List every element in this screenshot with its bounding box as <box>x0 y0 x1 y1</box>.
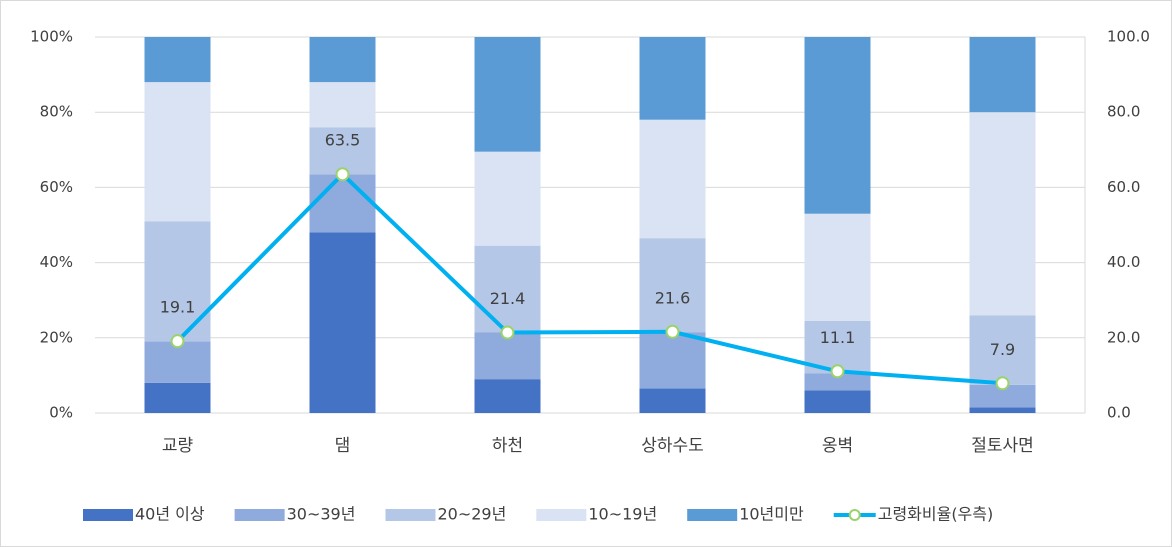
bar-segment <box>969 315 1036 385</box>
y2-tick-label: 80.0 <box>1107 103 1140 121</box>
bar-segment <box>474 37 541 152</box>
y-tick-label: 60% <box>40 178 73 196</box>
bar-segment <box>804 37 871 214</box>
bar-segment <box>309 174 376 233</box>
bar-segment <box>144 37 211 83</box>
line-marker <box>830 364 845 379</box>
legend-swatch <box>687 509 738 521</box>
line-marker <box>335 167 350 182</box>
bar-segment <box>639 37 706 120</box>
bar-segment <box>969 112 1036 316</box>
legend-label: 10년미만 <box>739 505 804 524</box>
y-tick-label: 100% <box>30 28 73 46</box>
bar-segment <box>804 373 871 391</box>
y2-tick-label: 0.0 <box>1107 404 1131 422</box>
data-label: 21.6 <box>655 288 691 307</box>
y-tick-label: 0% <box>49 404 73 422</box>
data-label: 21.4 <box>490 289 526 308</box>
y-tick-label: 40% <box>40 253 73 271</box>
data-label: 19.1 <box>160 298 196 317</box>
x-tick-label: 절토사면 <box>971 436 1034 456</box>
legend-swatch <box>234 509 285 521</box>
legend-swatch <box>83 509 133 521</box>
legend-swatch <box>536 509 587 521</box>
bar-segment <box>969 407 1036 413</box>
y-tick-label: 20% <box>40 328 73 346</box>
x-tick-label: 교량 <box>162 436 194 456</box>
bar-segment <box>474 151 541 246</box>
data-label: 11.1 <box>820 328 856 347</box>
line-marker <box>500 325 515 340</box>
x-tick-label: 옹벽 <box>822 436 853 456</box>
legend-swatch <box>848 509 861 521</box>
line-marker <box>995 376 1010 391</box>
bar-segment <box>474 245 541 333</box>
bar-segment <box>639 119 706 239</box>
legend-swatch <box>385 509 436 521</box>
bar-segment <box>804 390 871 413</box>
data-label: 63.5 <box>325 131 361 150</box>
y2-tick-label: 40.0 <box>1107 253 1140 271</box>
x-tick-label: 하천 <box>492 436 523 456</box>
x-tick-label: 댐 <box>335 436 351 456</box>
line-marker <box>170 334 185 349</box>
y-tick-label: 80% <box>40 103 73 121</box>
bar-segment <box>144 341 211 383</box>
legend-label: 10~19년 <box>588 505 657 524</box>
bar-segment <box>309 127 376 175</box>
data-label: 7.9 <box>990 340 1015 359</box>
y2-tick-label: 60.0 <box>1107 178 1140 196</box>
line-series <box>176 171 1003 386</box>
bar-segment <box>969 384 1036 408</box>
bar-segment <box>144 382 211 413</box>
bar-segment <box>639 238 706 333</box>
legend-label: 20~29년 <box>437 505 506 524</box>
bar-segment <box>144 82 211 222</box>
bar-segment <box>144 221 211 342</box>
bar-segment <box>309 232 376 413</box>
legend-label: 고령화비율(우측) <box>878 505 994 524</box>
line-marker <box>665 324 680 339</box>
x-tick-label: 상하수도 <box>641 436 704 456</box>
y2-tick-label: 100.0 <box>1107 28 1150 46</box>
y2-tick-label: 20.0 <box>1107 328 1140 346</box>
bar-segment <box>639 332 706 389</box>
legend-label: 40년 이상 <box>135 505 205 524</box>
bar-segment <box>969 37 1036 113</box>
bar-segment <box>804 213 871 321</box>
bar-segment <box>309 82 376 128</box>
bar-segment <box>474 332 541 380</box>
bar-segment <box>309 37 376 83</box>
legend-label: 30~39년 <box>287 505 356 524</box>
bar-segment <box>639 388 706 413</box>
bar-segment <box>474 379 541 413</box>
